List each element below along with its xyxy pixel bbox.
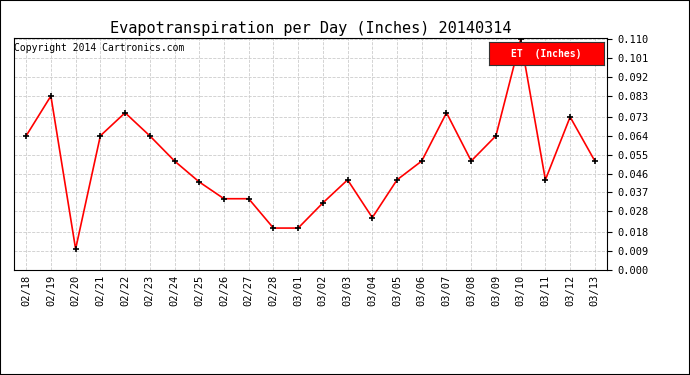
Text: Copyright 2014 Cartronics.com: Copyright 2014 Cartronics.com (14, 43, 184, 53)
Title: Evapotranspiration per Day (Inches) 20140314: Evapotranspiration per Day (Inches) 2014… (110, 21, 511, 36)
